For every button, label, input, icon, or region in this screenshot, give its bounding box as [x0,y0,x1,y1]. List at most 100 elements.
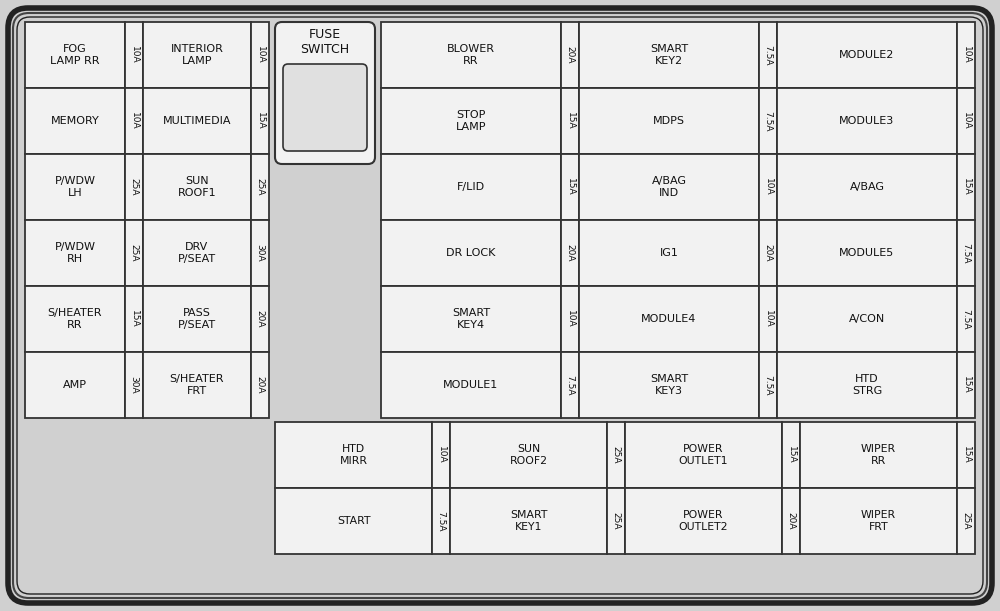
Text: 10A: 10A [962,112,970,130]
Bar [579,22,759,88]
Bar [957,286,975,352]
Text: MODULE5: MODULE5 [839,248,895,258]
Text: 10A: 10A [764,310,772,328]
Text: 15A: 15A [130,310,138,328]
Text: S/HEATER
RR: S/HEATER RR [48,308,102,330]
Bar [125,286,143,352]
Bar [125,154,143,220]
Bar [777,22,957,88]
Bar [625,422,782,488]
FancyBboxPatch shape [8,8,992,603]
Bar [777,88,957,154]
Bar [251,220,269,286]
Bar [579,154,759,220]
Text: MODULE4: MODULE4 [641,314,697,324]
Text: 20A: 20A [764,244,772,262]
Bar [25,352,125,418]
Text: WIPER
RR: WIPER RR [861,444,896,466]
Bar [143,154,251,220]
Text: POWER
OUTLET1: POWER OUTLET1 [679,444,728,466]
Bar [251,352,269,418]
Text: 25A: 25A [962,512,970,530]
Text: MDPS: MDPS [653,116,685,126]
Text: 15A: 15A [566,112,574,130]
Text: 7.5A: 7.5A [962,309,970,329]
Bar [782,422,800,488]
Text: SMART
KEY2: SMART KEY2 [650,44,688,66]
Bar [25,286,125,352]
Bar [579,286,759,352]
Text: 20A: 20A [256,310,264,327]
Text: AMP: AMP [63,380,87,390]
Text: BLOWER
RR: BLOWER RR [447,44,495,66]
Bar [381,352,561,418]
Bar [777,286,957,352]
Bar [275,488,432,554]
Bar [251,88,269,154]
Bar [957,220,975,286]
Bar [777,352,957,418]
Text: FOG
LAMP RR: FOG LAMP RR [50,44,100,66]
Text: 7.5A: 7.5A [764,375,772,395]
Text: FUSE
SWITCH: FUSE SWITCH [300,28,350,56]
Bar [450,488,607,554]
Text: A/CON: A/CON [849,314,885,324]
Text: 25A: 25A [612,446,620,464]
Text: S/HEATER
FRT: S/HEATER FRT [170,374,224,396]
Text: MODULE3: MODULE3 [839,116,895,126]
Text: DR LOCK: DR LOCK [446,248,496,258]
Bar [125,220,143,286]
Text: 25A: 25A [256,178,264,196]
Bar [561,220,579,286]
Bar [251,22,269,88]
Text: F/LID: F/LID [457,182,485,192]
Text: 30A: 30A [130,376,138,394]
Bar [800,488,957,554]
Bar [625,488,782,554]
Text: P/WDW
RH: P/WDW RH [54,242,96,264]
Bar [561,88,579,154]
Bar [759,220,777,286]
Text: WIPER
FRT: WIPER FRT [861,510,896,532]
Bar [432,488,450,554]
Text: 25A: 25A [612,512,620,530]
Bar [759,88,777,154]
Text: DRV
P/SEAT: DRV P/SEAT [178,242,216,264]
Text: SMART
KEY1: SMART KEY1 [510,510,547,532]
Bar [381,154,561,220]
Text: 15A: 15A [962,376,970,394]
Bar [25,220,125,286]
Text: P/WDW
LH: P/WDW LH [54,176,96,198]
Text: A/BAG
IND: A/BAG IND [652,176,686,198]
Bar [579,220,759,286]
Text: 10A: 10A [436,446,446,464]
Text: 7.5A: 7.5A [962,243,970,263]
Bar [777,220,957,286]
Text: HTD
STRG: HTD STRG [852,374,882,396]
Bar [381,286,561,352]
Bar [561,352,579,418]
Text: 25A: 25A [130,178,138,196]
Bar [561,22,579,88]
Bar [125,88,143,154]
Text: 10A: 10A [764,178,772,196]
Bar [957,22,975,88]
Text: 15A: 15A [786,446,796,464]
Text: 15A: 15A [566,178,574,196]
Text: SUN
ROOF1: SUN ROOF1 [178,176,216,198]
Bar [957,422,975,488]
Bar [782,488,800,554]
Bar [381,220,561,286]
Text: PASS
P/SEAT: PASS P/SEAT [178,308,216,330]
Bar [579,352,759,418]
Text: 7.5A: 7.5A [764,111,772,131]
Text: A/BAG: A/BAG [850,182,885,192]
Bar [275,422,432,488]
Bar [381,88,561,154]
FancyBboxPatch shape [13,13,987,598]
Bar [800,422,957,488]
FancyBboxPatch shape [283,64,367,151]
Text: 7.5A: 7.5A [764,45,772,65]
Bar [759,154,777,220]
Text: 7.5A: 7.5A [566,375,574,395]
